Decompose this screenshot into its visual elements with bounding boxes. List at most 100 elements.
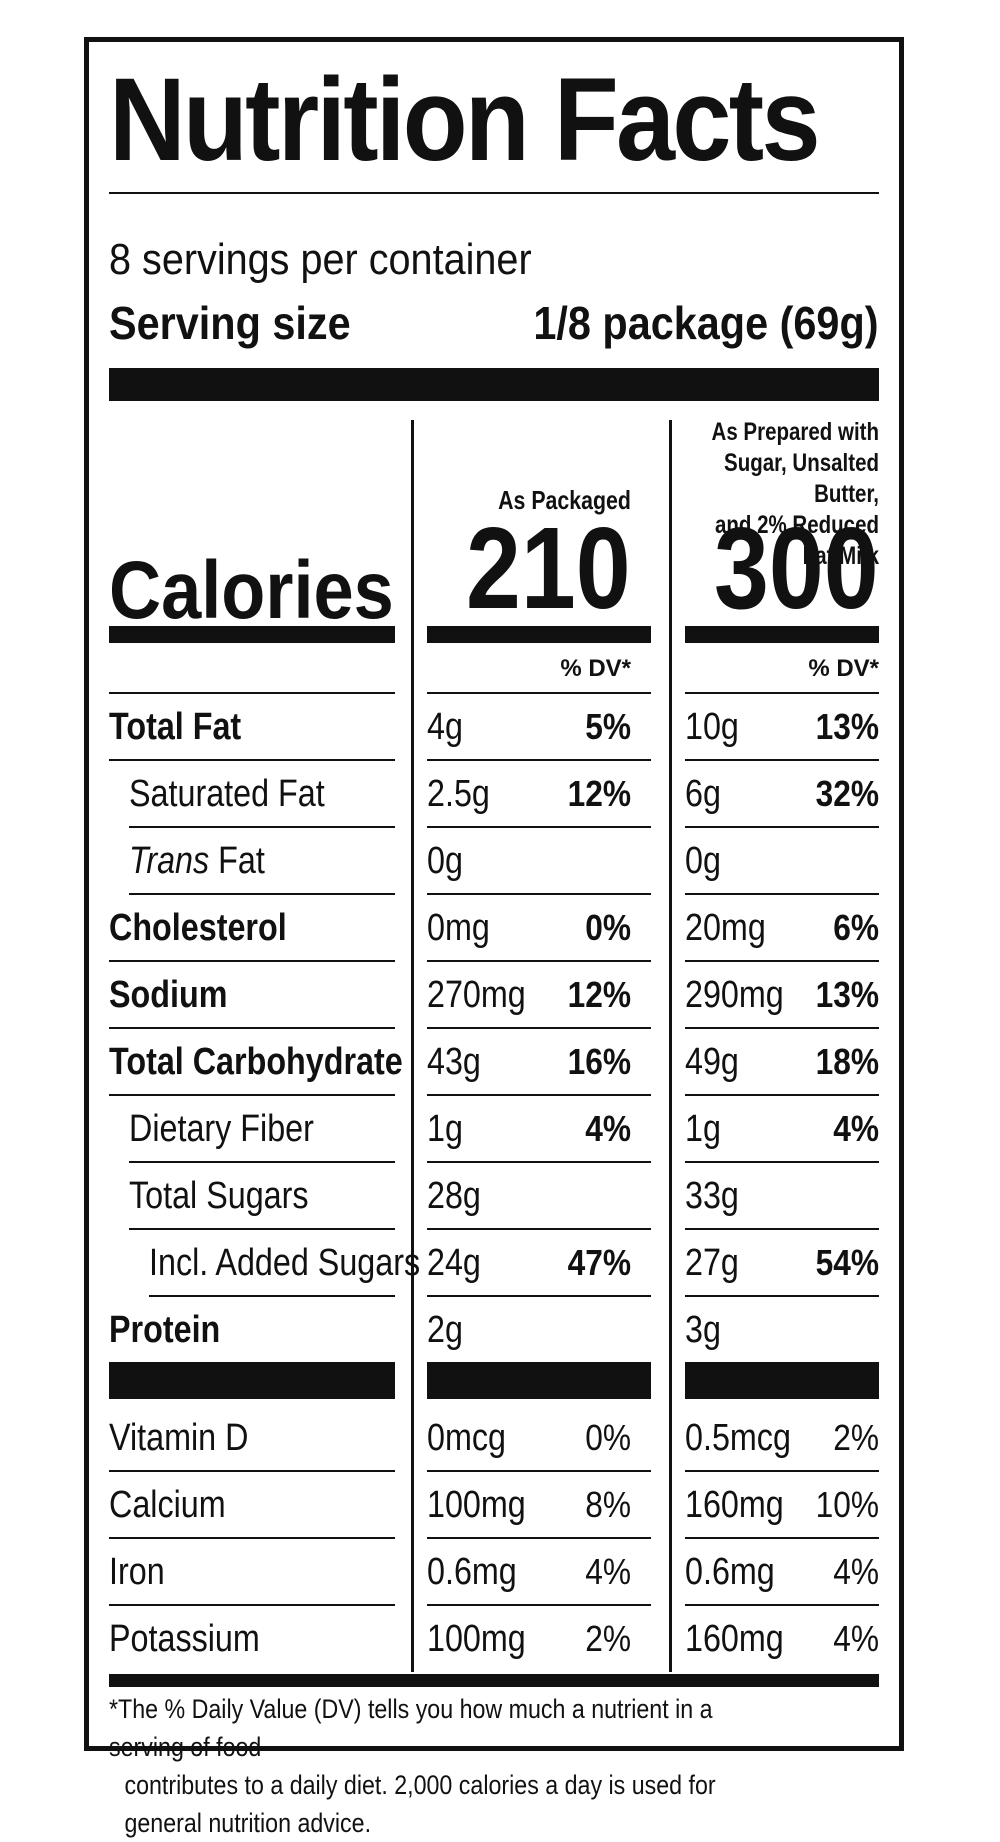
- packaged-daily-value: 4%: [585, 1551, 631, 1592]
- prepared-daily-value: 32%: [815, 773, 879, 814]
- nutrient-label-text: Saturated Fat: [129, 773, 325, 815]
- packaged-amount: 2g: [427, 1309, 463, 1351]
- row-divider-label: [129, 826, 395, 828]
- prepared-heading-line-2: Sugar, Unsalted Butter,: [724, 449, 879, 508]
- footnote-divider: [109, 1674, 879, 1687]
- prepared-amount: 10g: [685, 706, 739, 748]
- vitamin-row: Calcium 100mg 8% 160mg 10%: [109, 1472, 879, 1539]
- packaged-amount: 0mcg: [427, 1417, 506, 1459]
- nutrient-label: Iron: [109, 1539, 165, 1605]
- row-divider-label: [149, 1295, 395, 1297]
- nutrient-label-text: Total Carbohydrate: [109, 1041, 403, 1083]
- dv-divider-prepared: [685, 692, 879, 694]
- row-divider-packaged: [427, 1295, 651, 1297]
- row-divider-label: [109, 759, 395, 761]
- prepared-amount: 27g: [685, 1242, 739, 1284]
- vitamin-row: Iron 0.6mg 4% 0.6mg 4%: [109, 1539, 879, 1606]
- nutrient-row: Protein 2g 3g: [109, 1297, 879, 1364]
- row-divider-packaged: [427, 1094, 651, 1096]
- packaged-amount: 28g: [427, 1175, 481, 1217]
- row-divider-packaged: [427, 1161, 651, 1163]
- prepared-amount: 49g: [685, 1041, 739, 1083]
- packaged-daily-value: 8%: [585, 1484, 631, 1525]
- nutrient-label-text: Total Fat: [109, 706, 242, 748]
- vitamin-bar-prepared: [685, 1362, 879, 1399]
- row-divider-prepared: [685, 759, 879, 761]
- prepared-amount: 3g: [685, 1309, 721, 1351]
- prepared-daily-value: 13%: [815, 706, 879, 747]
- prepared-daily-value: 10%: [815, 1484, 879, 1525]
- vitamin-row: Vitamin D 0mcg 0% 0.5mcg 2%: [109, 1405, 879, 1472]
- serving-size-label: Serving size: [109, 297, 351, 349]
- dv-divider-label: [109, 692, 395, 694]
- packaged-daily-value: 0%: [585, 907, 631, 948]
- nutrient-label: Incl. Added Sugars: [149, 1230, 420, 1296]
- nutrient-label: Protein: [109, 1297, 220, 1363]
- row-divider-label: [109, 960, 395, 962]
- packaged-daily-value: 12%: [567, 974, 631, 1015]
- row-divider-label: [109, 1470, 395, 1472]
- packaged-amount: 100mg: [427, 1618, 526, 1660]
- row-divider-packaged: [427, 1604, 651, 1606]
- vitamin-bar-label: [109, 1362, 395, 1399]
- prepared-amount: 160mg: [685, 1484, 784, 1526]
- nutrient-label-text: Potassium: [109, 1618, 260, 1660]
- calories-bar-label: [109, 626, 395, 643]
- row-divider-prepared: [685, 893, 879, 895]
- label-content: Nutrition Facts 8 servings per container…: [109, 42, 879, 1838]
- nutrient-label-italic: Trans: [129, 840, 210, 882]
- column-divider-right: [669, 420, 672, 1672]
- nutrient-label-text: Incl. Added Sugars: [149, 1242, 421, 1284]
- prepared-daily-value: 6%: [833, 907, 879, 948]
- nutrient-label: Trans Fat: [129, 828, 265, 894]
- packaged-amount: 4g: [427, 706, 463, 748]
- row-divider-prepared: [685, 1094, 879, 1096]
- row-divider-prepared: [685, 1470, 879, 1472]
- packaged-amount: 0g: [427, 840, 463, 882]
- calories-label: Calories: [109, 545, 394, 636]
- packaged-amount: 1g: [427, 1108, 463, 1150]
- nutrient-row: Trans Fat 0g 0g: [109, 828, 879, 895]
- nutrient-label-text: Fat: [209, 840, 265, 882]
- nutrient-row: Dietary Fiber 1g 4% 1g 4%: [109, 1096, 879, 1163]
- dv-heading-packaged: % DV*: [560, 655, 631, 682]
- nutrient-row: Total Sugars 28g 33g: [109, 1163, 879, 1230]
- prepared-amount: 20mg: [685, 907, 766, 949]
- prepared-daily-value: 13%: [815, 974, 879, 1015]
- row-divider-packaged: [427, 893, 651, 895]
- prepared-amount: 33g: [685, 1175, 739, 1217]
- nutrient-label: Dietary Fiber: [129, 1096, 314, 1162]
- nutrient-label: Total Fat: [109, 694, 241, 760]
- row-divider-label: [109, 1027, 395, 1029]
- label-title: Nutrition Facts: [109, 54, 821, 186]
- row-divider-prepared: [685, 1295, 879, 1297]
- nutrient-row: Total Fat 4g 5% 10g 13%: [109, 694, 879, 761]
- packaged-daily-value: 2%: [585, 1618, 631, 1659]
- nutrient-label: Cholesterol: [109, 895, 287, 961]
- prepared-daily-value: 18%: [815, 1041, 879, 1082]
- nutrient-label: Potassium: [109, 1606, 260, 1672]
- nutrient-row: Sodium 270mg 12% 290mg 13%: [109, 962, 879, 1029]
- servings-per-container: 8 servings per container: [109, 235, 532, 284]
- nutrient-label-text: Cholesterol: [109, 907, 287, 949]
- row-divider-label: [129, 893, 395, 895]
- row-divider-label: [109, 1094, 395, 1096]
- packaged-daily-value: 4%: [585, 1108, 631, 1149]
- packaged-amount: 0.6mg: [427, 1551, 517, 1593]
- nutrient-row: Cholesterol 0mg 0% 20mg 6%: [109, 895, 879, 962]
- daily-value-footnote: *The % Daily Value (DV) tells you how mu…: [109, 1690, 771, 1842]
- prepared-daily-value: 2%: [833, 1417, 879, 1458]
- packaged-daily-value: 16%: [567, 1041, 631, 1082]
- packaged-daily-value: 47%: [567, 1242, 631, 1283]
- prepared-amount: 160mg: [685, 1618, 784, 1660]
- prepared-daily-value: 4%: [833, 1618, 879, 1659]
- prepared-amount: 0g: [685, 840, 721, 882]
- row-divider-packaged: [427, 1228, 651, 1230]
- row-divider-label: [129, 1161, 395, 1163]
- serving-size-value: 1/8 package (69g): [533, 297, 879, 349]
- row-divider-packaged: [427, 960, 651, 962]
- calories-bar-prepared: [685, 626, 879, 643]
- prepared-column-heading: As Prepared with Sugar, Unsalted Butter,…: [690, 417, 879, 572]
- packaged-amount: 43g: [427, 1041, 481, 1083]
- prepared-amount: 0.6mg: [685, 1551, 775, 1593]
